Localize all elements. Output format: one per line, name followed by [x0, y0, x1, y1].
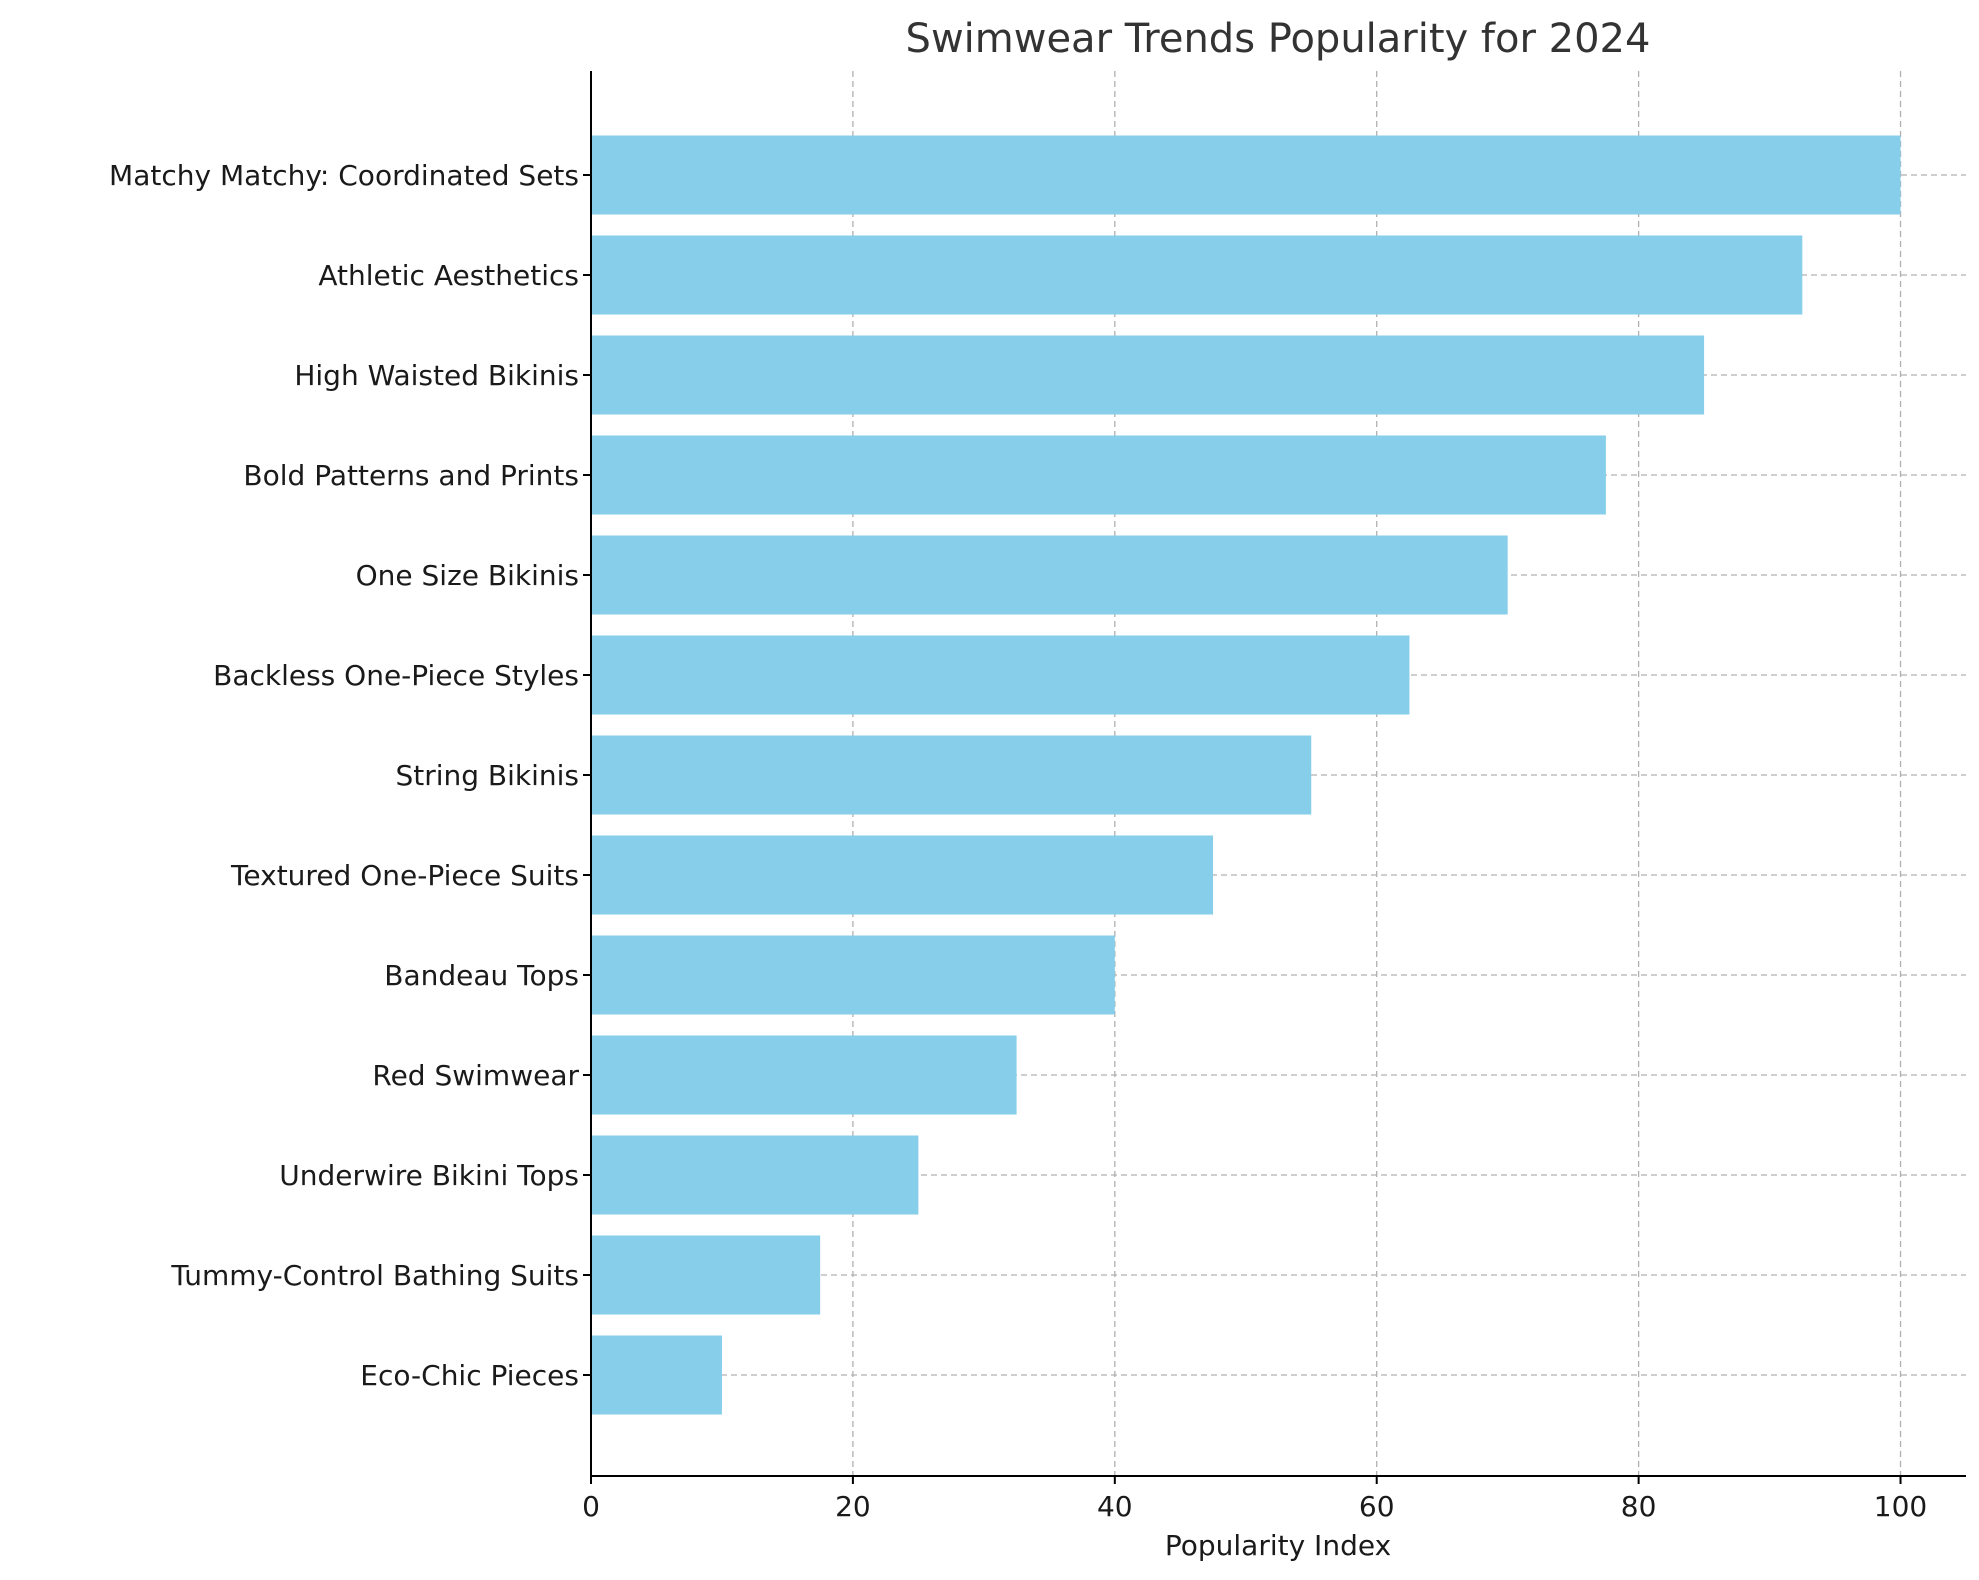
bars	[591, 135, 1901, 1415]
x-tick-label: 0	[582, 1490, 600, 1523]
x-axis-label: Popularity Index	[1165, 1529, 1391, 1562]
y-tick-label: Red Swimwear	[372, 1059, 579, 1092]
y-tick-label: Matchy Matchy: Coordinated Sets	[109, 159, 579, 192]
y-tick-label: Athletic Aesthetics	[318, 259, 579, 292]
axes	[590, 71, 1966, 1477]
x-tick-label: 80	[1621, 1490, 1657, 1523]
chart-title: Swimwear Trends Popularity for 2024	[906, 16, 1651, 62]
y-tick-label: Underwire Bikini Tops	[279, 1159, 579, 1192]
bar	[591, 1135, 919, 1215]
x-tick-label: 60	[1359, 1490, 1395, 1523]
bar	[591, 135, 1901, 215]
bar	[591, 1235, 821, 1315]
bar	[591, 735, 1312, 815]
y-tick-label: Bandeau Tops	[384, 959, 579, 992]
x-tick-label: 100	[1874, 1490, 1927, 1523]
bar	[591, 1035, 1017, 1115]
y-tick-label: High Waisted Bikinis	[294, 359, 579, 392]
y-tick-label: String Bikinis	[395, 759, 579, 792]
bar	[591, 335, 1705, 415]
y-tick-label: One Size Bikinis	[356, 559, 579, 592]
bar	[591, 535, 1508, 615]
bar	[591, 935, 1115, 1015]
y-axis-ticks: Matchy Matchy: Coordinated Sets Athletic …	[109, 159, 591, 1392]
y-tick-label: Bold Patterns and Prints	[243, 459, 579, 492]
y-tick-label: Backless One-Piece Styles	[213, 659, 579, 692]
y-tick-label: Eco-Chic Pieces	[360, 1359, 579, 1392]
x-tick-label: 40	[1097, 1490, 1133, 1523]
bar	[591, 435, 1606, 515]
bar	[591, 235, 1803, 315]
bar	[591, 635, 1410, 715]
x-axis-ticks: 0 20 40 60 80 100	[582, 1476, 1927, 1523]
y-tick-label: Textured One-Piece Suits	[230, 859, 579, 892]
bar	[591, 1335, 722, 1415]
y-tick-label: Tummy-Control Bathing Suits	[170, 1259, 579, 1292]
bar	[591, 835, 1214, 915]
x-tick-label: 20	[835, 1490, 871, 1523]
